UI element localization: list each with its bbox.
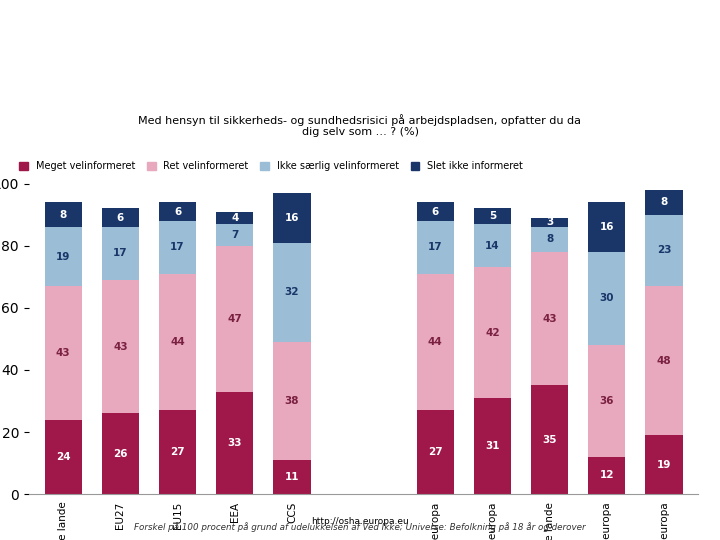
Text: 36: 36	[600, 396, 614, 406]
Text: 32: 32	[285, 287, 300, 298]
Text: 42: 42	[485, 328, 500, 338]
Text: 12: 12	[600, 470, 614, 481]
Bar	[159, 274, 197, 410]
Text: 48: 48	[657, 355, 671, 366]
Bar	[474, 208, 511, 224]
Text: 35: 35	[542, 435, 557, 445]
Bar	[645, 435, 683, 494]
Bar	[588, 252, 626, 345]
Text: 43: 43	[113, 342, 127, 352]
Bar	[474, 267, 511, 398]
Text: 17: 17	[113, 248, 127, 259]
Text: 33: 33	[228, 438, 242, 448]
Text: 27: 27	[171, 447, 185, 457]
Text: 14: 14	[485, 241, 500, 251]
Bar	[159, 202, 197, 221]
Text: 43: 43	[542, 314, 557, 323]
Bar	[417, 221, 454, 274]
Text: 26: 26	[113, 449, 127, 459]
Text: 27: 27	[428, 447, 443, 457]
Text: 19: 19	[657, 460, 671, 470]
Bar	[645, 190, 683, 214]
Text: 3: 3	[546, 218, 553, 227]
Bar	[531, 386, 568, 494]
Text: 38: 38	[285, 396, 300, 406]
Bar	[102, 208, 139, 227]
Text: 5: 5	[489, 211, 496, 221]
Text: 19: 19	[56, 252, 71, 261]
Text: 24: 24	[56, 452, 71, 462]
Bar	[474, 398, 511, 494]
Bar	[216, 212, 253, 224]
Text: 6: 6	[431, 206, 438, 217]
Text: 43: 43	[56, 348, 71, 358]
Text: 17: 17	[428, 242, 443, 252]
Text: Forskel på 100 procent på grund af udelukkelsen af Ved Ikke; Universe: Befolknin: Forskel på 100 procent på grund af udelu…	[134, 523, 586, 532]
Bar	[159, 221, 197, 274]
Text: 47: 47	[228, 314, 242, 323]
Bar	[45, 202, 82, 227]
Bar	[216, 246, 253, 392]
Bar	[45, 420, 82, 494]
Bar	[531, 227, 568, 252]
Bar	[531, 252, 568, 386]
Bar	[274, 460, 310, 494]
Text: 7: 7	[231, 230, 238, 240]
Bar	[417, 410, 454, 494]
Text: 8: 8	[546, 234, 553, 245]
Bar	[216, 224, 253, 246]
Bar	[417, 274, 454, 410]
Bar	[417, 202, 454, 221]
Bar	[645, 286, 683, 435]
Text: Informationsniveau om sikkerheds- og: Informationsniveau om sikkerheds- og	[13, 28, 451, 47]
Text: 30: 30	[600, 293, 614, 303]
Text: 31: 31	[485, 441, 500, 451]
Bar	[159, 410, 197, 494]
Bar	[216, 392, 253, 494]
Bar	[588, 457, 626, 494]
Text: Med hensyn til sikkerheds- og sundhedsrisici på arbejdspladsen, opfatter du da
d: Med hensyn til sikkerheds- og sundhedsri…	[138, 114, 582, 137]
Text: 6: 6	[174, 206, 181, 217]
Bar	[102, 414, 139, 494]
Bar	[45, 227, 82, 286]
Text: 23: 23	[657, 245, 671, 255]
Text: 6: 6	[117, 213, 124, 223]
Text: sundhedsrisici på arbejdspladsen: sundhedsrisici på arbejdspladsen	[13, 72, 395, 94]
Text: 16: 16	[600, 222, 614, 232]
Bar	[274, 242, 310, 342]
Legend: Meget velinformeret, Ret velinformeret, Ikke særlig velinformeret, Slet ikke inf: Meget velinformeret, Ret velinformeret, …	[19, 161, 523, 171]
Text: 16: 16	[285, 213, 300, 223]
Bar	[474, 224, 511, 267]
Text: 11: 11	[285, 472, 300, 482]
Bar	[45, 286, 82, 420]
Bar	[102, 280, 139, 414]
Bar	[588, 345, 626, 457]
Text: 44: 44	[428, 337, 443, 347]
Bar	[531, 218, 568, 227]
Bar	[588, 202, 626, 252]
Bar	[102, 227, 139, 280]
Text: 8: 8	[60, 210, 67, 220]
Text: 17: 17	[171, 242, 185, 252]
Text: http://osha.europa.eu: http://osha.europa.eu	[311, 517, 409, 526]
Text: 4: 4	[231, 213, 238, 223]
Bar	[274, 342, 310, 460]
Text: 44: 44	[170, 337, 185, 347]
Text: 8: 8	[660, 197, 667, 207]
Bar	[274, 193, 310, 242]
Bar	[645, 214, 683, 286]
